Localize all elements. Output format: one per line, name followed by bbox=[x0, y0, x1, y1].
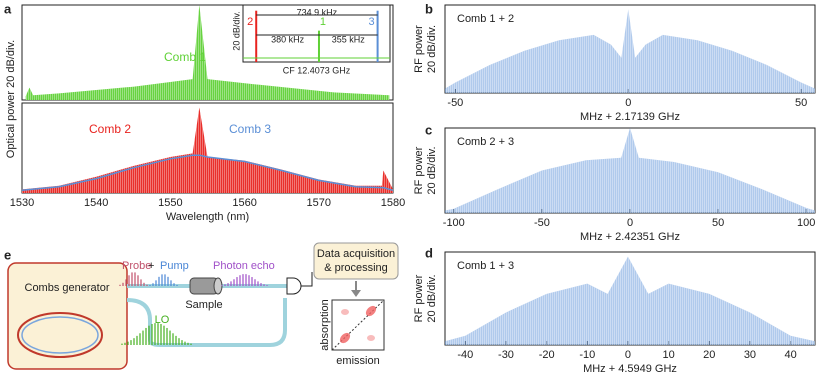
series-label: Comb 2 bbox=[89, 122, 131, 136]
x-tick-label: 0 bbox=[625, 349, 631, 361]
x-tick-label: 30 bbox=[744, 349, 756, 361]
panel-title: Comb 2 + 3 bbox=[457, 136, 514, 148]
arrow bbox=[351, 290, 361, 297]
annotation: CF 12.4073 GHz bbox=[283, 65, 351, 75]
series-label: Comb 3 bbox=[229, 122, 271, 136]
ring bbox=[21, 316, 99, 354]
x-tick-label: -30 bbox=[498, 349, 514, 361]
daq-label: & processing bbox=[324, 262, 388, 274]
y-axis-label: 20 dB/div. bbox=[426, 274, 438, 322]
x-axis-label: Wavelength (nm) bbox=[166, 211, 249, 223]
comb-number: 3 bbox=[369, 16, 375, 28]
x-tick-label: 0 bbox=[627, 217, 633, 229]
panel-label: d bbox=[425, 245, 433, 260]
spectrum-line bbox=[21, 154, 394, 192]
panel-label: a bbox=[4, 1, 12, 16]
annotation: 734.9 kHz bbox=[297, 7, 338, 17]
x-tick-label: 50 bbox=[795, 97, 807, 109]
x-axis-label: emission bbox=[336, 355, 379, 367]
y-axis-label: RF power bbox=[413, 274, 425, 322]
peak bbox=[365, 305, 377, 317]
comb-lines bbox=[445, 128, 815, 213]
comb-decoration bbox=[119, 272, 268, 345]
panel-title: Comb 1 + 3 bbox=[457, 260, 514, 272]
annotation: 380 kHz bbox=[271, 34, 305, 44]
comb-lines bbox=[22, 107, 393, 193]
x-tick-label: 20 bbox=[703, 349, 715, 361]
annotation: 20 dB/div. bbox=[231, 11, 241, 50]
comb-lines bbox=[445, 256, 815, 345]
generator-box bbox=[7, 262, 128, 370]
x-tick-label: -50 bbox=[447, 97, 463, 109]
x-tick-label: 50 bbox=[712, 217, 724, 229]
x-tick-label: 1550 bbox=[158, 197, 182, 209]
peak bbox=[367, 335, 375, 341]
peak bbox=[339, 332, 351, 344]
probe-label: Probe bbox=[122, 260, 151, 272]
x-axis-label: MHz + 2.17139 GHz bbox=[580, 111, 680, 123]
peak bbox=[341, 309, 349, 315]
x-tick-label: -20 bbox=[539, 349, 555, 361]
sample-label: Sample bbox=[185, 299, 222, 311]
daq-label: Data acquisition bbox=[317, 248, 395, 260]
y-axis-label: RF power bbox=[413, 25, 425, 73]
x-axis-label: MHz + 2.42351 GHz bbox=[580, 231, 680, 243]
ring bbox=[17, 312, 103, 358]
x-tick-label: 1560 bbox=[232, 197, 256, 209]
daq-box bbox=[313, 242, 399, 280]
x-axis-label: MHz + 4.5949 GHz bbox=[583, 363, 677, 374]
x-tick-label: 1530 bbox=[10, 197, 34, 209]
x-tick-label: 1540 bbox=[84, 197, 108, 209]
y-axis-label: RF power bbox=[413, 146, 425, 194]
lo-label: LO bbox=[155, 314, 170, 326]
x-tick-label: 1570 bbox=[307, 197, 331, 209]
x-tick-label: -50 bbox=[534, 217, 550, 229]
comb-number: 1 bbox=[320, 16, 326, 28]
x-tick-label: -10 bbox=[579, 349, 595, 361]
y-axis-label: 20 dB/div. bbox=[426, 25, 438, 73]
comb-lines bbox=[445, 9, 815, 93]
wire bbox=[301, 272, 313, 287]
generator-label: Combs generator bbox=[25, 282, 110, 294]
comb-lines bbox=[25, 5, 390, 100]
echo-label: Photon echo bbox=[213, 260, 275, 272]
panel-label: c bbox=[425, 122, 432, 137]
sample-cylinder bbox=[213, 277, 223, 295]
x-tick-label: 40 bbox=[784, 349, 796, 361]
x-tick-label: -100 bbox=[443, 217, 465, 229]
panel-label: e bbox=[4, 247, 11, 262]
detector bbox=[286, 277, 302, 295]
span-arrow bbox=[256, 14, 378, 36]
annotation: 355 kHz bbox=[332, 34, 366, 44]
x-tick-label: 10 bbox=[663, 349, 675, 361]
diagram: Combs generator Sample Probe + Pump Phot… bbox=[7, 242, 399, 370]
series-label: Comb 1 bbox=[164, 50, 206, 64]
pump-label: Pump bbox=[160, 260, 189, 272]
x-tick-label: 0 bbox=[625, 97, 631, 109]
y-axis-label: 20 dB/div. bbox=[426, 146, 438, 194]
y-axis-label: absorption bbox=[319, 299, 331, 350]
y-axis-label: Optical power 20 dB/div. bbox=[5, 40, 17, 158]
panel-title: Comb 1 + 2 bbox=[457, 13, 514, 25]
fiber bbox=[126, 284, 287, 347]
plus-label: + bbox=[148, 260, 154, 272]
x-tick-label: -40 bbox=[457, 349, 473, 361]
x-tick-label: 1580 bbox=[381, 197, 405, 209]
panel-label: b bbox=[425, 1, 433, 16]
comb-number: 2 bbox=[247, 16, 253, 28]
x-tick-label: 100 bbox=[797, 217, 815, 229]
